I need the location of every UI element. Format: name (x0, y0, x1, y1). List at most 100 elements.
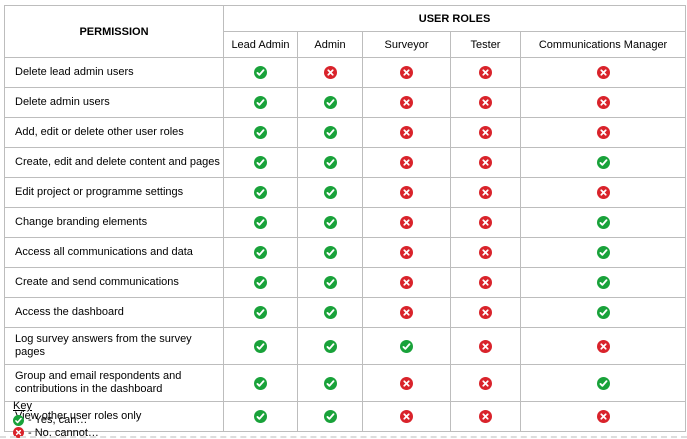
cross-circle-icon (400, 156, 413, 169)
cross-circle-icon (596, 66, 610, 79)
key-section: Key - Yes, can… - No, cannot… (13, 401, 99, 439)
cross-circle-icon (479, 276, 492, 289)
check-circle-icon (323, 156, 337, 169)
cross-circle-icon (479, 96, 492, 109)
key-no-label: - No, cannot… (28, 426, 99, 439)
permission-denied-cell (450, 364, 521, 402)
permission-denied-cell (450, 177, 521, 208)
permission-cell: Change branding elements (4, 207, 224, 238)
table-row: Create and send communications (4, 267, 687, 298)
permission-granted-cell (223, 207, 298, 238)
permission-granted-cell (519, 207, 687, 238)
permission-cell: Add, edit or delete other user roles (4, 117, 224, 148)
roles-header-row: Lead Admin Admin Surveyor Tester Communicati… (5, 31, 687, 58)
role-column-header: Surveyor (362, 31, 451, 58)
permission-denied-cell (450, 267, 521, 298)
permission-denied-cell (519, 87, 687, 118)
check-circle-icon (254, 306, 267, 319)
check-circle-icon (323, 246, 337, 259)
permission-granted-cell (519, 237, 687, 268)
permission-denied-cell (450, 87, 521, 118)
user-roles-group-header: USER ROLES (222, 5, 687, 32)
check-circle-icon (254, 186, 267, 199)
check-circle-icon (254, 216, 267, 229)
permission-cell: Create and send communications (4, 267, 224, 298)
user-roles-header-row: PERMISSION USER ROLES (4, 5, 687, 58)
cross-circle-icon (400, 276, 413, 289)
role-column-header: Admin (297, 31, 363, 58)
cross-circle-icon (13, 427, 24, 439)
permission-granted-cell (223, 297, 298, 328)
permission-granted-cell (519, 267, 687, 298)
permission-granted-cell (362, 327, 451, 365)
permission-granted-cell (297, 177, 363, 208)
permission-column-header: PERMISSION (4, 5, 224, 58)
key-yes-line: - Yes, can… (13, 415, 99, 426)
permission-granted-cell (297, 297, 363, 328)
permission-denied-cell (450, 401, 521, 432)
permission-denied-cell (450, 297, 521, 328)
cross-circle-icon (400, 96, 413, 109)
cross-circle-icon (400, 186, 413, 199)
permission-denied-cell (450, 57, 521, 88)
table-row: Edit project or programme settings (4, 177, 687, 208)
permission-denied-cell (450, 237, 521, 268)
cross-circle-icon (479, 156, 492, 169)
cross-circle-icon (596, 126, 610, 139)
cross-circle-icon (479, 410, 492, 423)
table-row: Create, edit and delete content and page… (4, 147, 687, 178)
check-circle-icon (596, 276, 610, 289)
permission-granted-cell (297, 117, 363, 148)
permission-granted-cell (223, 327, 298, 365)
check-circle-icon (596, 216, 610, 229)
cross-circle-icon (596, 339, 610, 353)
cross-circle-icon (596, 96, 610, 109)
check-circle-icon (254, 96, 267, 109)
permission-denied-cell (362, 87, 451, 118)
check-circle-icon (254, 66, 267, 79)
permission-granted-cell (223, 364, 298, 402)
permission-granted-cell (519, 364, 687, 402)
permission-granted-cell (297, 87, 363, 118)
permission-granted-cell (223, 177, 298, 208)
table-row: Group and email respondents and contribu… (4, 364, 687, 402)
permission-cell: Group and email respondents and contribu… (4, 364, 224, 402)
cross-circle-icon (479, 306, 492, 319)
permissions-table: PERMISSION USER ROLES Lead Admin Admin Sur… (4, 5, 687, 432)
check-circle-icon (323, 216, 337, 229)
check-circle-icon (254, 246, 267, 259)
cross-circle-icon (400, 306, 413, 319)
permission-granted-cell (297, 207, 363, 238)
table-row: Log survey answers from the survey pages (4, 327, 687, 365)
check-circle-icon (323, 126, 337, 139)
permission-cell: Delete lead admin users (4, 57, 224, 88)
permission-denied-cell (450, 207, 521, 238)
cross-circle-icon (400, 216, 413, 229)
check-circle-icon (323, 306, 337, 319)
cross-circle-icon (479, 126, 492, 139)
check-circle-icon (323, 410, 337, 423)
check-circle-icon (323, 186, 337, 199)
cross-circle-icon (479, 246, 492, 259)
cross-circle-icon (479, 216, 492, 229)
check-circle-icon (596, 246, 610, 259)
check-circle-icon (254, 156, 267, 169)
check-circle-icon (254, 410, 267, 423)
permission-cell: Delete admin users (4, 87, 224, 118)
permission-granted-cell (519, 147, 687, 178)
permission-cell: Access all communications and data (4, 237, 224, 268)
cross-circle-icon (400, 410, 413, 423)
permission-denied-cell (362, 57, 451, 88)
key-check-icon-slot (13, 415, 24, 426)
role-column-header: Tester (450, 31, 521, 58)
check-circle-icon (254, 339, 267, 353)
check-circle-icon (596, 156, 610, 169)
check-circle-icon (254, 276, 267, 289)
check-circle-icon (254, 376, 267, 390)
permission-denied-cell (362, 267, 451, 298)
permission-granted-cell (223, 237, 298, 268)
table-row: Change branding elements (4, 207, 687, 238)
check-circle-icon (254, 126, 267, 139)
cross-circle-icon (479, 186, 492, 199)
permission-granted-cell (223, 147, 298, 178)
